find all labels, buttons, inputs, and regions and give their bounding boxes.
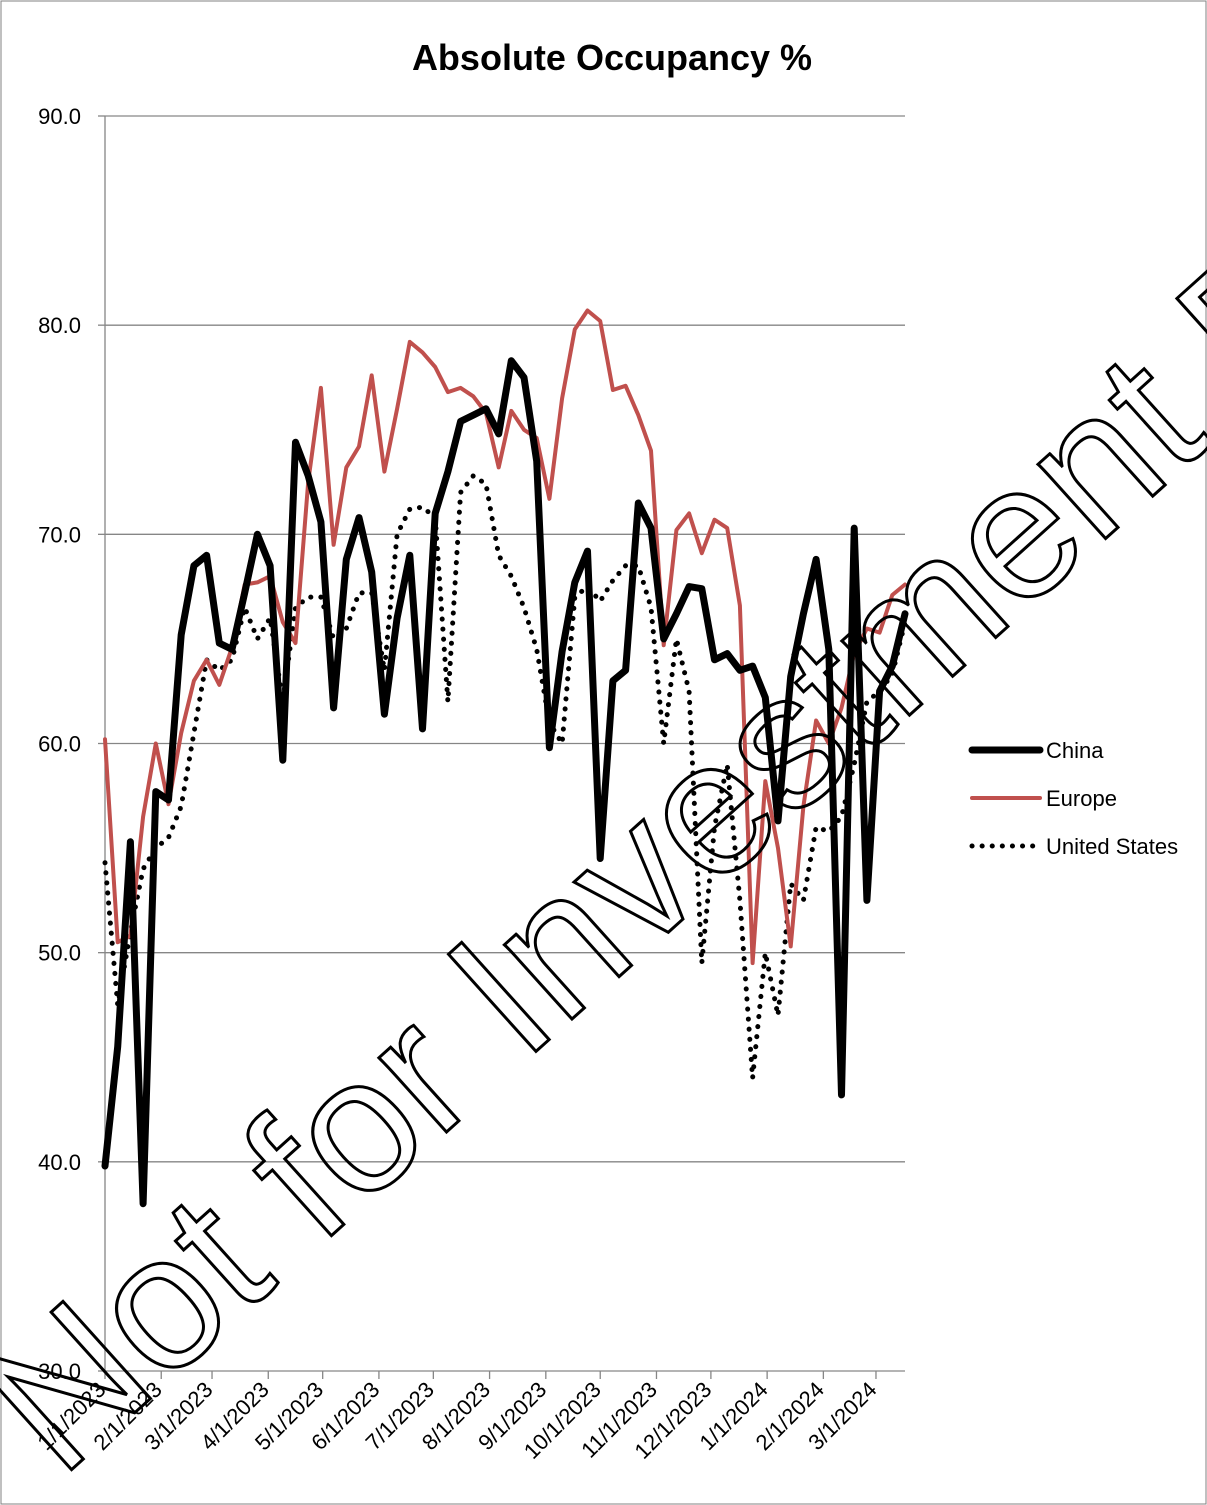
y-tick-label: 90.0 bbox=[38, 104, 81, 129]
gridlines bbox=[105, 115, 905, 1163]
y-tick-label: 50.0 bbox=[38, 941, 81, 966]
legend-label-united-states: United States bbox=[1046, 834, 1178, 859]
y-tick-label: 60.0 bbox=[38, 732, 81, 757]
y-tick-label: 80.0 bbox=[38, 313, 81, 338]
legend: China Europe United States bbox=[968, 738, 1178, 859]
series-lines bbox=[101, 308, 909, 1208]
chart-title: Absolute Occupancy % bbox=[412, 37, 812, 78]
legend-label-europe: Europe bbox=[1046, 786, 1117, 811]
legend-label-china: China bbox=[1046, 738, 1104, 763]
y-tick-label: 70.0 bbox=[38, 522, 81, 547]
y-tick-label: 40.0 bbox=[38, 1150, 81, 1175]
series-line-china bbox=[101, 357, 909, 1208]
y-tick-label: 30.0 bbox=[38, 1359, 81, 1384]
